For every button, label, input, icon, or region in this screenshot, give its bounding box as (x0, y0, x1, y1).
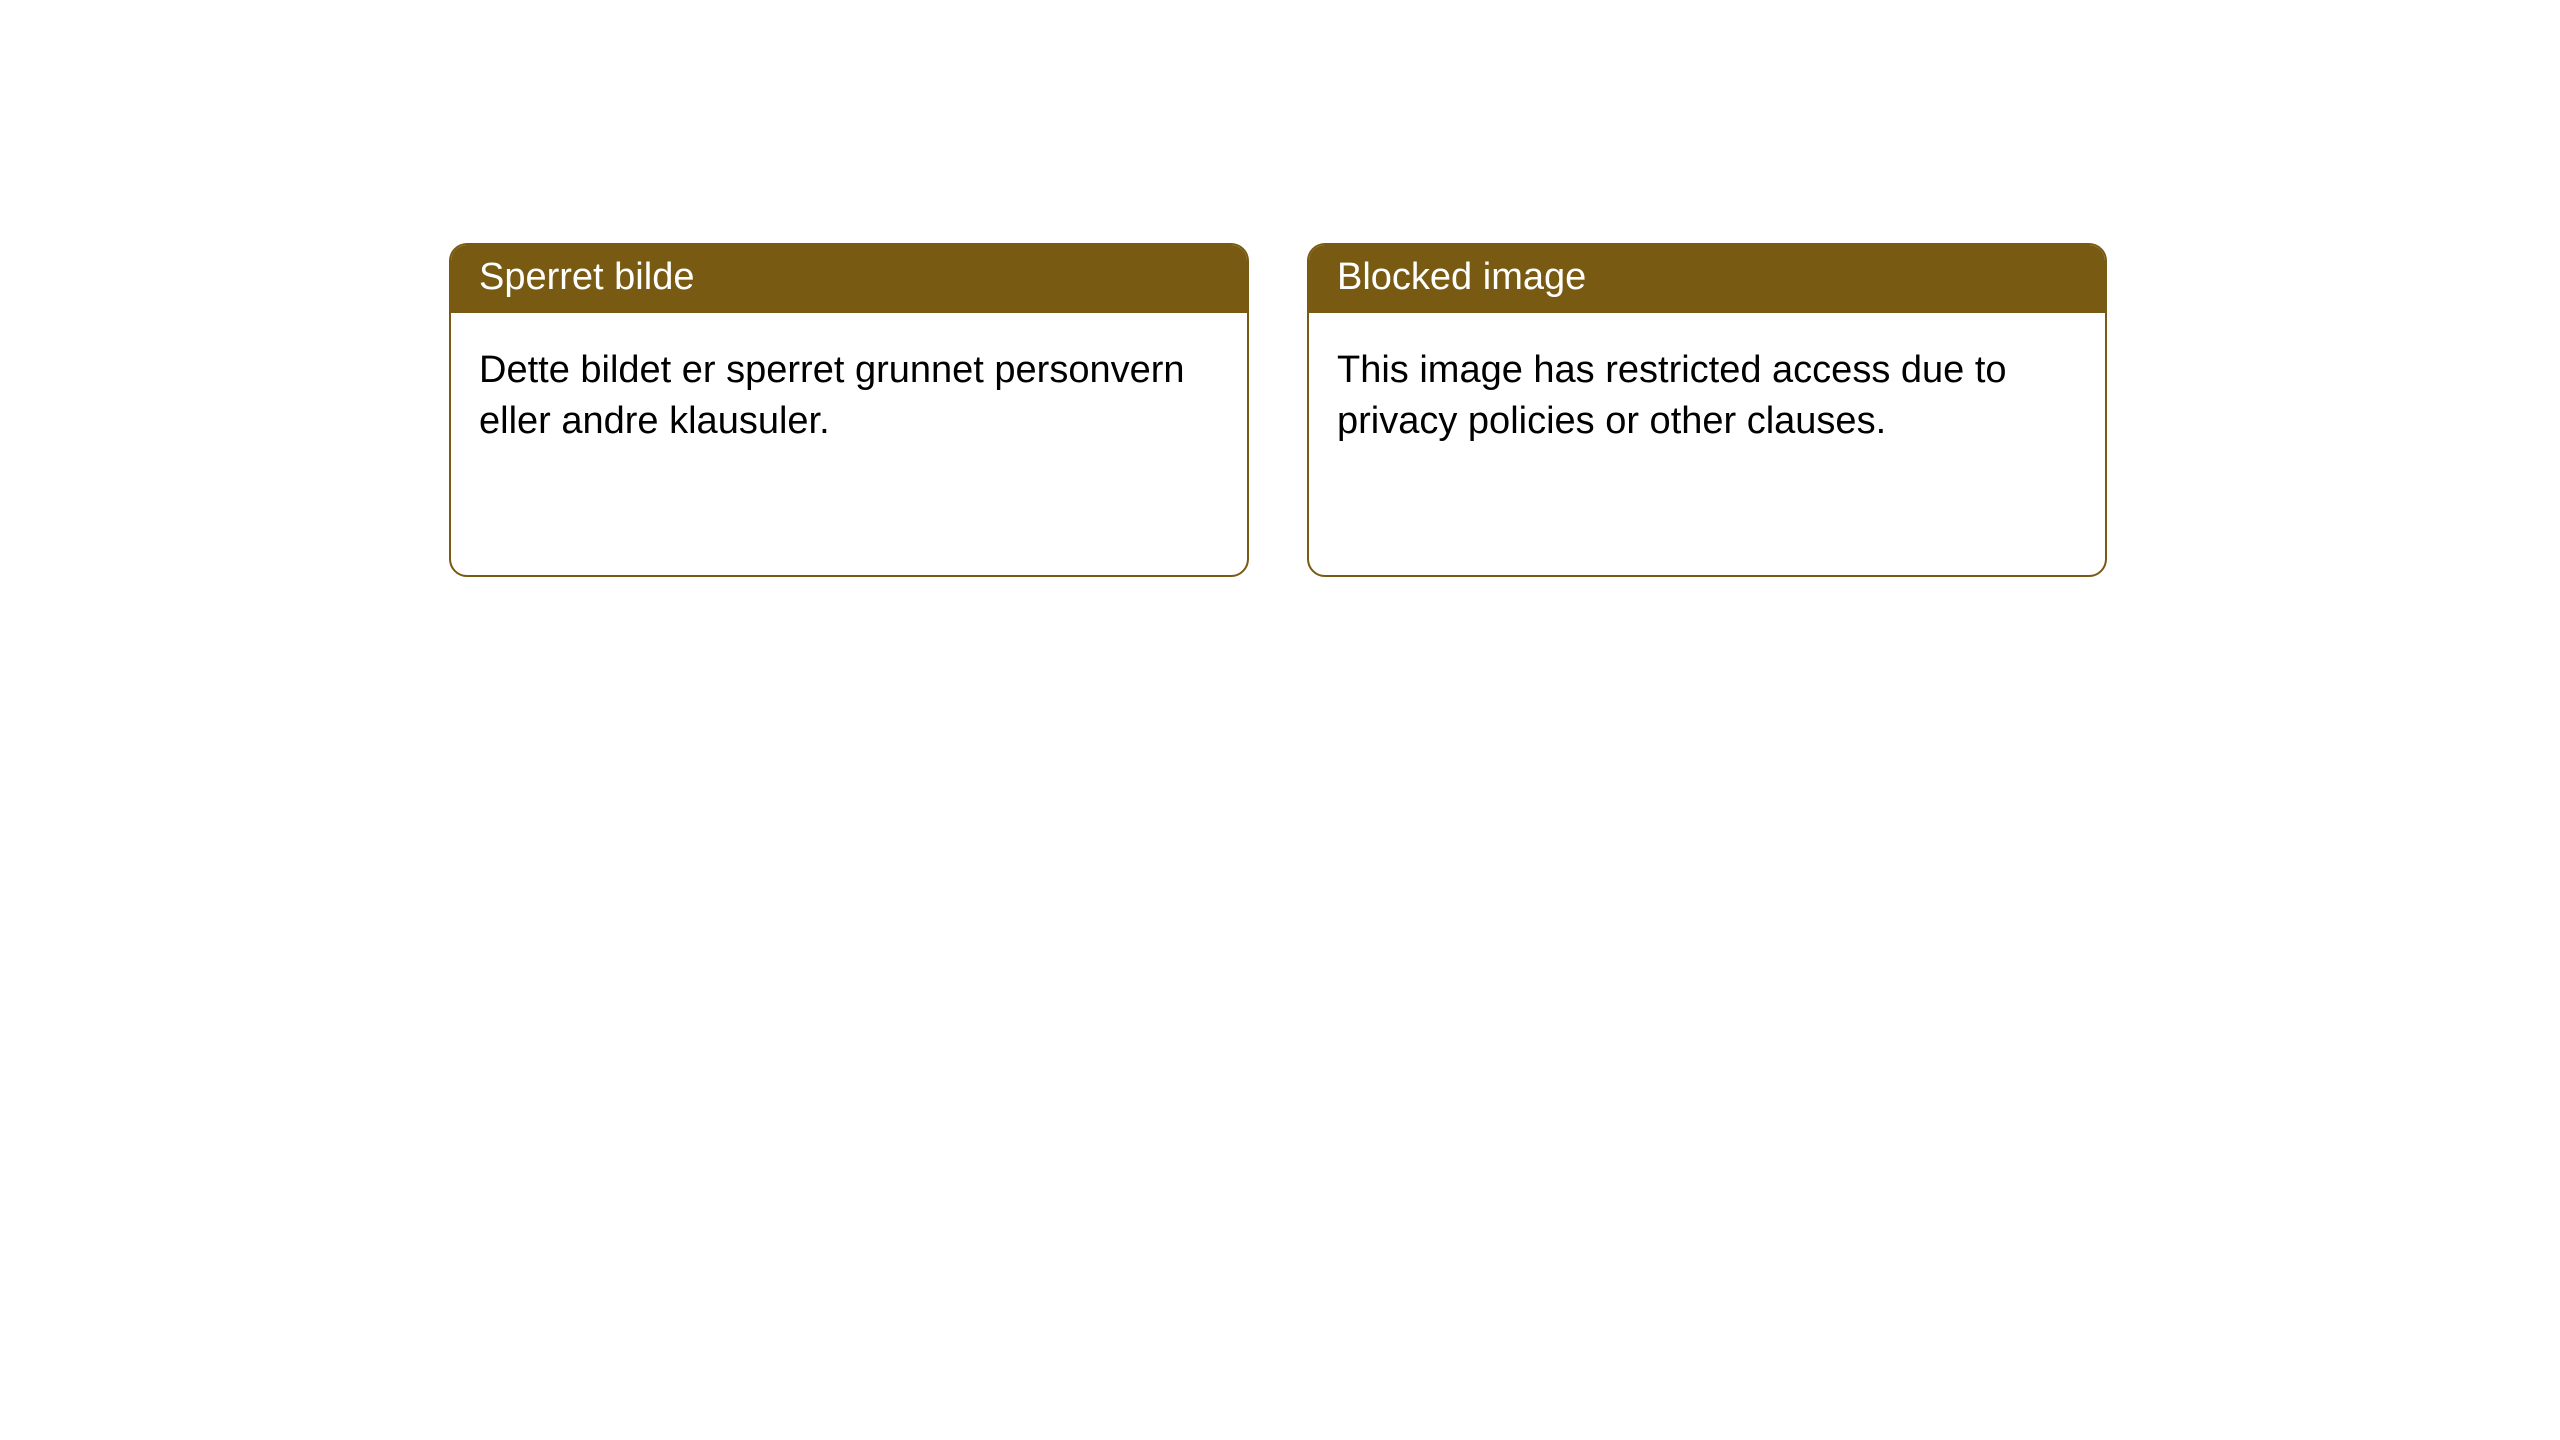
card-header: Blocked image (1309, 245, 2105, 313)
card-text: Dette bildet er sperret grunnet personve… (479, 349, 1185, 442)
card-body: Dette bildet er sperret grunnet personve… (451, 313, 1247, 468)
blocked-image-card-en: Blocked image This image has restricted … (1307, 243, 2107, 577)
card-text: This image has restricted access due to … (1337, 349, 2007, 442)
notice-container: Sperret bilde Dette bildet er sperret gr… (0, 0, 2560, 577)
card-body: This image has restricted access due to … (1309, 313, 2105, 468)
card-title: Blocked image (1337, 256, 1586, 298)
blocked-image-card-no: Sperret bilde Dette bildet er sperret gr… (449, 243, 1249, 577)
card-title: Sperret bilde (479, 256, 694, 298)
card-header: Sperret bilde (451, 245, 1247, 313)
